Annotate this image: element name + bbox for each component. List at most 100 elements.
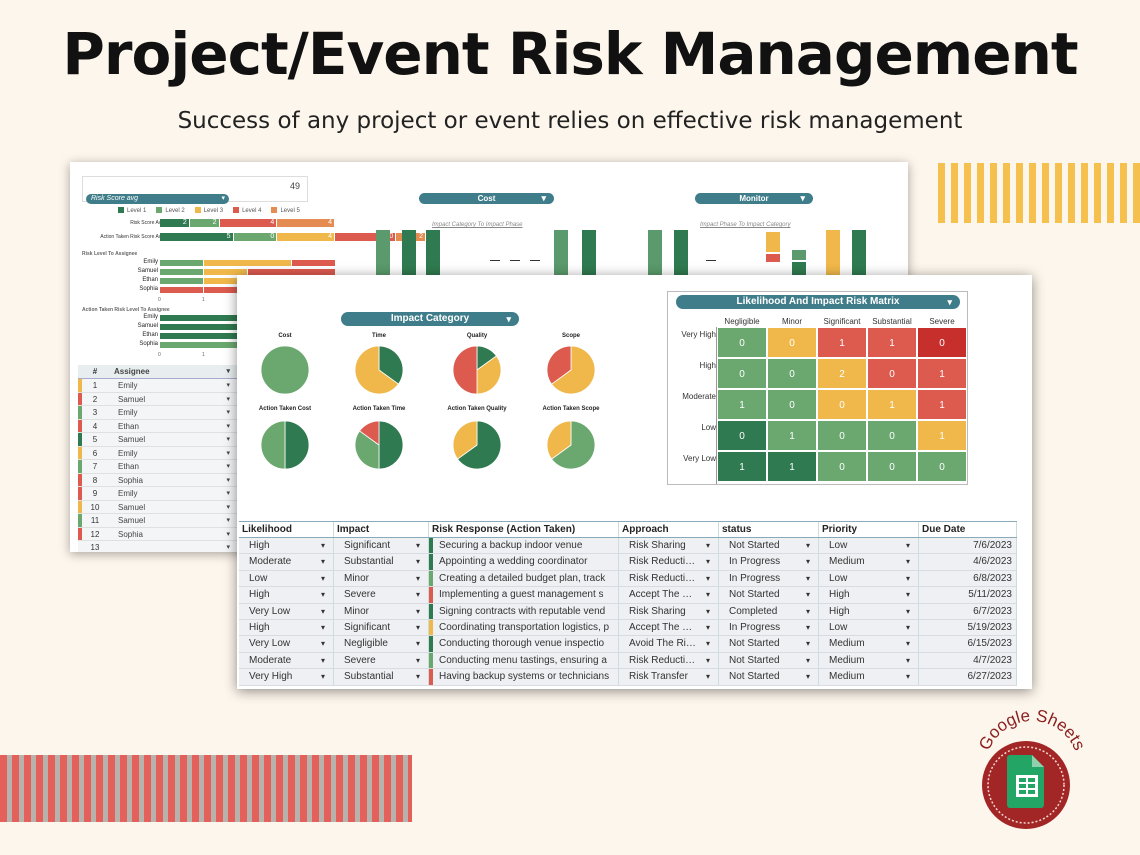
cost-dropdown[interactable]: Cost ▾ [419, 193, 554, 204]
matrix-cell: 0 [817, 451, 867, 482]
monitor-dropdown[interactable]: Monitor ▾ [695, 193, 813, 204]
impact-dropdown[interactable]: Substantial ▾ [334, 669, 429, 685]
status-dropdown[interactable]: In Progress ▾ [719, 570, 819, 587]
chevron-down-icon: ▾ [705, 639, 710, 649]
matrix-column-header: Substantial [872, 317, 912, 326]
due-date-cell[interactable]: 6/27/2023 [919, 669, 1017, 685]
due-date-cell[interactable]: 6/7/2023 [919, 603, 1017, 619]
status-dropdown[interactable]: Not Started ▾ [719, 538, 819, 554]
risk-matrix-dropdown[interactable]: Likelihood And Impact Risk Matrix ▾ [676, 295, 960, 309]
likelihood-dropdown[interactable]: High ▾ [239, 538, 334, 554]
approach-dropdown[interactable]: Risk Reducti… ▾ [619, 652, 719, 669]
assignee-dropdown[interactable]: Emily [108, 447, 238, 460]
assignee-dropdown[interactable]: Emily [108, 379, 238, 392]
impact-dropdown[interactable]: Significant ▾ [334, 619, 429, 636]
response-cell[interactable]: Appointing a wedding coordinator [429, 554, 619, 570]
due-date-cell[interactable]: 4/7/2023 [919, 652, 1017, 669]
due-date-cell[interactable]: 5/19/2023 [919, 619, 1017, 636]
approach-dropdown[interactable]: Accept The … ▾ [619, 619, 719, 636]
impact-category-dropdown[interactable]: Impact Category ▾ [341, 312, 519, 326]
response-cell[interactable]: Securing a backup indoor venue [429, 538, 619, 554]
status-dropdown[interactable]: Not Started ▾ [719, 636, 819, 652]
assignee-dropdown[interactable]: Ethan [108, 460, 238, 473]
likelihood-dropdown[interactable]: Moderate ▾ [239, 652, 334, 669]
impact-dropdown[interactable]: Severe ▾ [334, 587, 429, 603]
assignee-dropdown[interactable]: Ethan [108, 420, 238, 433]
approach-dropdown[interactable]: Risk Transfer ▾ [619, 669, 719, 685]
bar-segment: 4 [277, 219, 334, 227]
priority-dropdown[interactable]: Medium ▾ [819, 636, 919, 652]
priority-dropdown[interactable]: High ▾ [819, 603, 919, 619]
likelihood-dropdown[interactable]: Moderate ▾ [239, 554, 334, 570]
zero-marker [706, 260, 716, 261]
due-date-cell[interactable]: 5/11/2023 [919, 587, 1017, 603]
assignee-dropdown[interactable] [108, 541, 238, 552]
assignee-dropdown[interactable]: Samuel [108, 514, 238, 527]
pie-slice [359, 420, 380, 446]
table-row: 3 Emily [78, 406, 238, 420]
assignee-dropdown[interactable]: Sophia [108, 474, 238, 487]
impact-dropdown[interactable]: Minor ▾ [334, 603, 429, 619]
chevron-down-icon: ▾ [805, 606, 810, 616]
priority-dropdown[interactable]: Medium ▾ [819, 652, 919, 669]
status-dropdown[interactable]: Not Started ▾ [719, 652, 819, 669]
approach-dropdown[interactable]: Risk Reducti… ▾ [619, 570, 719, 587]
response-cell[interactable]: Creating a detailed budget plan, track [429, 570, 619, 587]
status-dropdown[interactable]: Not Started ▾ [719, 587, 819, 603]
impact-dropdown[interactable]: Severe ▾ [334, 652, 429, 669]
cost-dropdown-label: Cost [477, 194, 496, 203]
due-date-cell[interactable]: 6/8/2023 [919, 570, 1017, 587]
likelihood-dropdown[interactable]: High ▾ [239, 619, 334, 636]
assignee-dropdown[interactable]: Sophia [108, 528, 238, 541]
status-dropdown[interactable]: Completed ▾ [719, 603, 819, 619]
priority-dropdown[interactable]: Low ▾ [819, 619, 919, 636]
row-number: 2 [92, 394, 98, 404]
status-dropdown-text: Not Started [729, 654, 780, 666]
impact-dropdown[interactable]: Significant ▾ [334, 538, 429, 554]
row-number: 13 [90, 543, 100, 552]
due-date-cell[interactable]: 4/6/2023 [919, 554, 1017, 570]
chevron-down-icon: ▾ [320, 639, 325, 649]
assignee-dropdown[interactable]: Samuel [108, 433, 238, 446]
chart-caption: Impact Category To Impact Phase [432, 222, 523, 228]
due-date-cell[interactable]: 7/6/2023 [919, 538, 1017, 554]
bar-segment: 2 [160, 219, 189, 227]
chevron-down-icon: ▾ [705, 622, 710, 632]
response-cell[interactable]: Implementing a guest management s [429, 587, 619, 603]
approach-dropdown[interactable]: Risk Sharing ▾ [619, 603, 719, 619]
approach-dropdown[interactable]: Risk Sharing ▾ [619, 538, 719, 554]
likelihood-dropdown[interactable]: Very Low ▾ [239, 636, 334, 652]
impact-dropdown[interactable]: Negligible ▾ [334, 636, 429, 652]
response-cell[interactable]: Having backup systems or technicians [429, 669, 619, 685]
response-cell[interactable]: Signing contracts with reputable vend [429, 603, 619, 619]
priority-dropdown[interactable]: Low ▾ [819, 570, 919, 587]
likelihood-dropdown[interactable]: Low ▾ [239, 570, 334, 587]
approach-dropdown[interactable]: Avoid The Ri… ▾ [619, 636, 719, 652]
risk-score-dropdown[interactable]: Risk Score avg [86, 194, 229, 204]
response-cell[interactable]: Coordinating transportation logistics, p [429, 619, 619, 636]
impact-dropdown[interactable]: Minor ▾ [334, 570, 429, 587]
priority-dropdown[interactable]: Medium ▾ [819, 554, 919, 570]
response-cell[interactable]: Conducting menu tastings, ensuring a [429, 652, 619, 669]
priority-dropdown[interactable]: Low ▾ [819, 538, 919, 554]
priority-dropdown[interactable]: High ▾ [819, 587, 919, 603]
response-cell[interactable]: Conducting thorough venue inspectio [429, 636, 619, 652]
impact-dropdown[interactable]: Substantial ▾ [334, 554, 429, 570]
priority-dropdown[interactable]: Medium ▾ [819, 669, 919, 685]
approach-dropdown[interactable]: Accept The … ▾ [619, 587, 719, 603]
approach-dropdown[interactable]: Risk Reducti… ▾ [619, 554, 719, 570]
google-sheets-badge: Google Sheets [975, 706, 1089, 829]
due-date-cell[interactable]: 6/15/2023 [919, 636, 1017, 652]
status-dropdown[interactable]: In Progress ▾ [719, 554, 819, 570]
pie-title: Quality [466, 333, 488, 339]
status-dropdown[interactable]: In Progress ▾ [719, 619, 819, 636]
assignee-dropdown[interactable]: Samuel [108, 501, 238, 514]
status-dropdown[interactable]: Not Started ▾ [719, 669, 819, 685]
assignee-dropdown[interactable]: Emily [108, 406, 238, 419]
assignee-dropdown[interactable]: Samuel [108, 393, 238, 406]
likelihood-dropdown[interactable]: Very Low ▾ [239, 603, 334, 619]
pie-slice [378, 345, 404, 385]
assignee-dropdown[interactable]: Emily [108, 487, 238, 500]
likelihood-dropdown[interactable]: High ▾ [239, 587, 334, 603]
likelihood-dropdown[interactable]: Very High ▾ [239, 669, 334, 685]
